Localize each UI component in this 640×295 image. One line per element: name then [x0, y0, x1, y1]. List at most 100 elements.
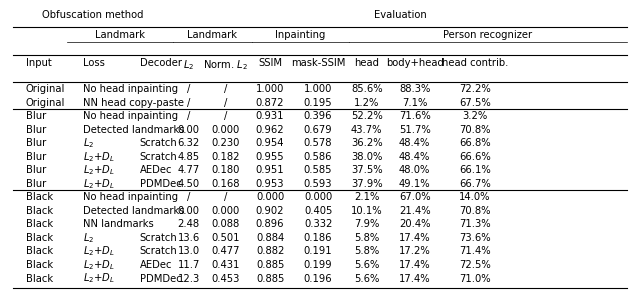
- Text: PDMDec: PDMDec: [140, 273, 181, 283]
- Text: 48.4%: 48.4%: [399, 152, 431, 162]
- Text: 0.962: 0.962: [256, 125, 284, 135]
- Text: SSIM: SSIM: [258, 58, 282, 68]
- Text: 4.77: 4.77: [178, 165, 200, 175]
- Text: Scratch: Scratch: [140, 233, 177, 243]
- Text: /: /: [223, 192, 227, 202]
- Text: 0.191: 0.191: [304, 246, 332, 256]
- Text: Black: Black: [26, 192, 52, 202]
- Text: Scratch: Scratch: [140, 152, 177, 162]
- Text: /: /: [187, 192, 191, 202]
- Text: 0.585: 0.585: [304, 165, 332, 175]
- Text: 0.872: 0.872: [256, 98, 284, 108]
- Text: 0.00: 0.00: [178, 125, 200, 135]
- Text: Black: Black: [26, 206, 52, 216]
- Text: Obfuscation method: Obfuscation method: [42, 10, 143, 20]
- Text: 0.000: 0.000: [211, 206, 239, 216]
- Text: $L_2$$+$$D_L$: $L_2$$+$$D_L$: [83, 150, 115, 164]
- Text: NN head copy-paste: NN head copy-paste: [83, 98, 184, 108]
- Text: 48.4%: 48.4%: [399, 138, 431, 148]
- Text: 0.477: 0.477: [211, 246, 239, 256]
- Text: Landmark: Landmark: [187, 30, 237, 40]
- Text: 0.196: 0.196: [304, 273, 332, 283]
- Text: NN landmarks: NN landmarks: [83, 219, 154, 230]
- Text: 38.0%: 38.0%: [351, 152, 383, 162]
- Text: 0.679: 0.679: [304, 125, 332, 135]
- Text: 52.2%: 52.2%: [351, 111, 383, 121]
- Text: 12.3: 12.3: [178, 273, 200, 283]
- Text: 0.186: 0.186: [304, 233, 332, 243]
- Text: $L_2$: $L_2$: [183, 58, 195, 72]
- Text: 0.00: 0.00: [178, 206, 200, 216]
- Text: /: /: [187, 84, 191, 94]
- Text: 2.48: 2.48: [178, 219, 200, 230]
- Text: Landmark: Landmark: [95, 30, 145, 40]
- Text: 1.000: 1.000: [304, 84, 332, 94]
- Text: 67.0%: 67.0%: [399, 192, 431, 202]
- Text: AEDec: AEDec: [140, 260, 172, 270]
- Text: /: /: [187, 111, 191, 121]
- Text: 21.4%: 21.4%: [399, 206, 431, 216]
- Text: Inpainting: Inpainting: [275, 30, 325, 40]
- Text: /: /: [223, 84, 227, 94]
- Text: 17.4%: 17.4%: [399, 273, 431, 283]
- Text: Evaluation: Evaluation: [374, 10, 426, 20]
- Text: 70.8%: 70.8%: [459, 206, 491, 216]
- Text: Blur: Blur: [26, 111, 46, 121]
- Text: 0.593: 0.593: [304, 179, 332, 189]
- Text: head contrib.: head contrib.: [442, 58, 508, 68]
- Text: 0.168: 0.168: [211, 179, 239, 189]
- Text: 5.6%: 5.6%: [354, 273, 380, 283]
- Text: $L_2$$+$$D_L$: $L_2$$+$$D_L$: [83, 177, 115, 191]
- Text: 1.2%: 1.2%: [354, 98, 380, 108]
- Text: 67.5%: 67.5%: [459, 98, 491, 108]
- Text: 0.882: 0.882: [256, 246, 284, 256]
- Text: 85.6%: 85.6%: [351, 84, 383, 94]
- Text: Input: Input: [26, 58, 51, 68]
- Text: 0.501: 0.501: [211, 233, 239, 243]
- Text: 7.1%: 7.1%: [402, 98, 428, 108]
- Text: 72.5%: 72.5%: [459, 260, 491, 270]
- Text: Blur: Blur: [26, 165, 46, 175]
- Text: 49.1%: 49.1%: [399, 179, 431, 189]
- Text: Person recognizer: Person recognizer: [444, 30, 532, 40]
- Text: Detected landmarks: Detected landmarks: [83, 125, 185, 135]
- Text: 66.6%: 66.6%: [459, 152, 491, 162]
- Text: 0.453: 0.453: [211, 273, 239, 283]
- Text: 0.951: 0.951: [256, 165, 284, 175]
- Text: Blur: Blur: [26, 125, 46, 135]
- Text: 66.8%: 66.8%: [459, 138, 491, 148]
- Text: 71.6%: 71.6%: [399, 111, 431, 121]
- Text: 0.586: 0.586: [304, 152, 332, 162]
- Text: 1.000: 1.000: [256, 84, 284, 94]
- Text: 11.7: 11.7: [178, 260, 200, 270]
- Text: Blur: Blur: [26, 152, 46, 162]
- Text: 37.9%: 37.9%: [351, 179, 383, 189]
- Text: 2.1%: 2.1%: [354, 192, 380, 202]
- Text: 0.954: 0.954: [256, 138, 284, 148]
- Text: 36.2%: 36.2%: [351, 138, 383, 148]
- Text: Original: Original: [26, 84, 65, 94]
- Text: $L_2$$+$$D_L$: $L_2$$+$$D_L$: [83, 163, 115, 177]
- Text: Original: Original: [26, 98, 65, 108]
- Text: Blur: Blur: [26, 179, 46, 189]
- Text: 0.953: 0.953: [256, 179, 284, 189]
- Text: mask-SSIM: mask-SSIM: [291, 58, 345, 68]
- Text: No head inpainting: No head inpainting: [83, 84, 179, 94]
- Text: 0.396: 0.396: [304, 111, 332, 121]
- Text: 71.0%: 71.0%: [459, 273, 491, 283]
- Text: 72.2%: 72.2%: [459, 84, 491, 94]
- Text: 4.50: 4.50: [178, 179, 200, 189]
- Text: AEDec: AEDec: [140, 165, 172, 175]
- Text: 0.000: 0.000: [211, 125, 239, 135]
- Text: 71.3%: 71.3%: [459, 219, 491, 230]
- Text: 13.0: 13.0: [178, 246, 200, 256]
- Text: Norm. $L_2$: Norm. $L_2$: [203, 58, 248, 72]
- Text: 43.7%: 43.7%: [351, 125, 383, 135]
- Text: Loss: Loss: [83, 58, 105, 68]
- Text: 88.3%: 88.3%: [399, 84, 431, 94]
- Text: $L_2$: $L_2$: [83, 136, 95, 150]
- Text: 48.0%: 48.0%: [399, 165, 431, 175]
- Text: 0.885: 0.885: [256, 260, 284, 270]
- Text: Scratch: Scratch: [140, 246, 177, 256]
- Text: $L_2$$+$$D_L$: $L_2$$+$$D_L$: [83, 272, 115, 286]
